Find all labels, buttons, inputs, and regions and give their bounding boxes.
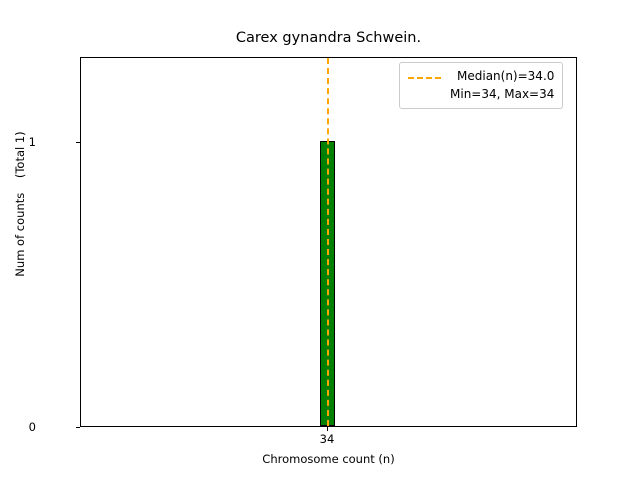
legend: Median(n)=34.0 Min=34, Max=34: [399, 62, 564, 110]
chart-title: Carex gynandra Schwein.: [235, 30, 422, 46]
y-tick-mark-1: [76, 142, 80, 143]
y-axis-label: Num of counts (Total 1): [13, 131, 27, 277]
legend-text-group: Median(n)=34.0 Min=34, Max=34: [450, 68, 554, 102]
median-line: [327, 58, 329, 426]
legend-dashed-line-icon: [408, 77, 441, 79]
y-tick-label-1: 1: [28, 135, 36, 149]
x-axis-label: Chromosome count (n): [262, 452, 395, 466]
y-tick-mark-0: [76, 427, 80, 428]
legend-entry-median: Median(n)=34.0: [457, 69, 555, 83]
legend-entry-minmax: Min=34, Max=34: [450, 87, 555, 102]
x-tick-label-34: 34: [319, 432, 335, 446]
x-tick-mark-34: [327, 427, 328, 431]
plot-area: [80, 57, 577, 427]
y-tick-label-0: 0: [28, 420, 36, 434]
